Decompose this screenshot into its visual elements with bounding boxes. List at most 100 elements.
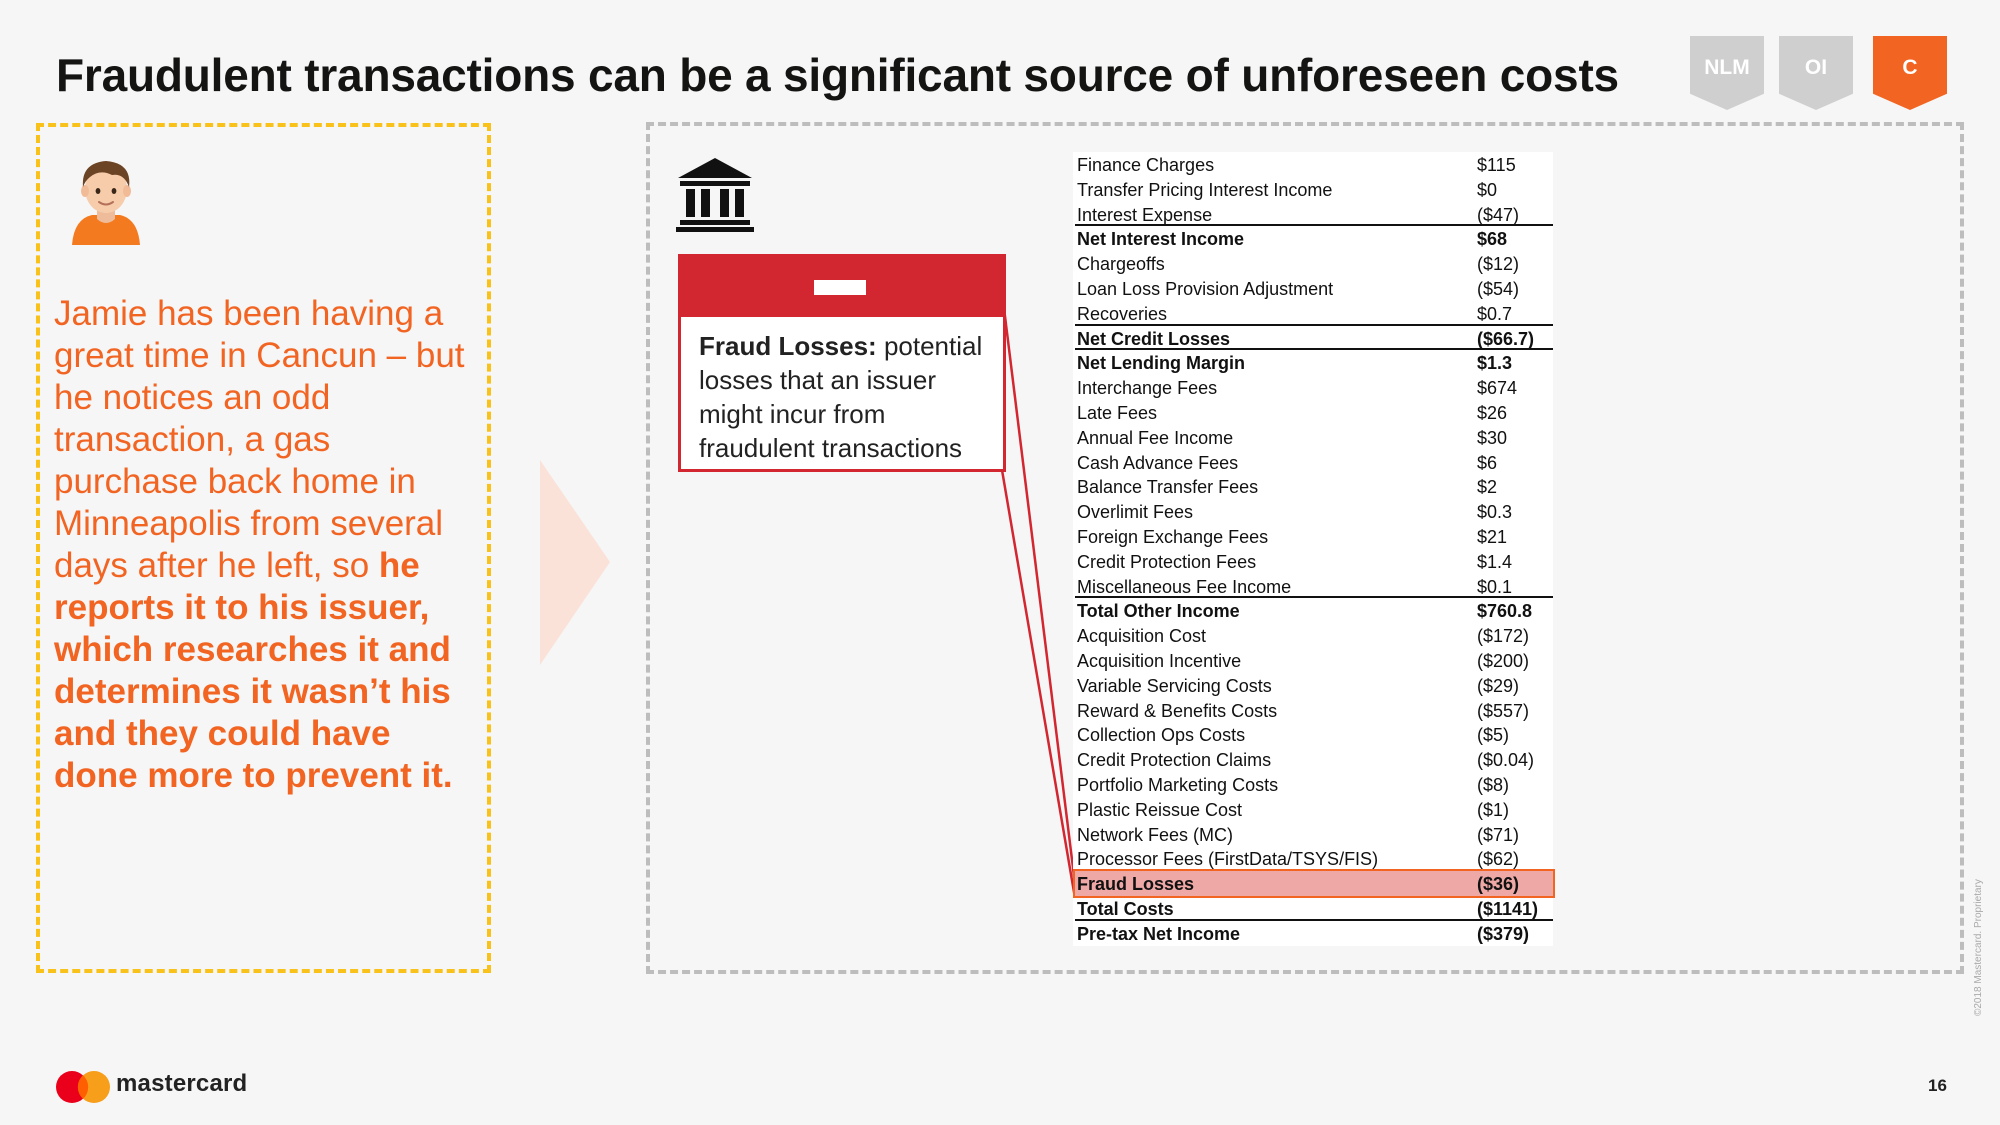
statement-row-value: ($5)	[1477, 725, 1510, 746]
statement-row-value: $6	[1477, 452, 1498, 473]
statement-row-label: Balance Transfer Fees	[1077, 477, 1259, 498]
statement-row-label: Interest Expense	[1077, 204, 1213, 225]
bank-icon	[676, 158, 754, 232]
story-text-bold: he reports it to his issuer, which resea…	[54, 546, 453, 795]
badge-oi[interactable]: OI	[1779, 36, 1853, 110]
statement-row-label: Total Costs	[1077, 899, 1174, 919]
statement-row-label: Plastic Reissue Cost	[1077, 799, 1243, 820]
statement-row-label: Late Fees	[1077, 403, 1158, 423]
statement-row-value: $0.7	[1477, 303, 1513, 324]
statement-row-value: ($36)	[1477, 874, 1520, 895]
statement-row-value: ($29)	[1477, 675, 1520, 696]
statement-row-value: ($54)	[1477, 279, 1520, 299]
statement-row-value: $2	[1477, 477, 1498, 498]
statement-row-label: Miscellaneous Fee Income	[1077, 576, 1292, 597]
statement-row: Credit Protection Fees $1.4	[1075, 549, 1553, 574]
statement-row-value: ($12)	[1477, 254, 1520, 275]
statement-row: Annual Fee Income $30	[1075, 425, 1553, 450]
statement-row-label: Interchange Fees	[1077, 378, 1218, 399]
statement-row-value: ($8)	[1477, 775, 1510, 795]
statement-row-label: Annual Fee Income	[1077, 427, 1234, 448]
statement-row-label: Chargeoffs	[1077, 254, 1165, 275]
statement-row: Acquisition Incentive ($200)	[1075, 648, 1553, 673]
statement-row-value: $68	[1477, 229, 1508, 250]
statement-row: Finance Charges $115	[1075, 152, 1553, 177]
statement-row-value: $760.8	[1477, 601, 1533, 622]
statement-row-label: Fraud Losses	[1077, 874, 1195, 895]
badge-c-label: C	[1902, 56, 1918, 79]
statement-row-value: ($557)	[1477, 700, 1530, 721]
statement-row-total: Total Costs ($1141)	[1075, 896, 1553, 921]
badge-oi-label: OI	[1804, 56, 1828, 79]
statement-row-value: $115	[1477, 155, 1516, 175]
statement-row: Late Fees $26	[1075, 400, 1553, 425]
statement-row-subtotal: Net Interest Income $68	[1075, 226, 1553, 251]
statement-row-value: ($172)	[1477, 626, 1530, 647]
statement-row: Foreign Exchange Fees $21	[1075, 524, 1553, 549]
statement-row-label: Net Interest Income	[1077, 229, 1245, 250]
copyright-notice: ©2018 Mastercard. Proprietary	[1973, 879, 1984, 1016]
statement-row-subtotal: Total Other Income $760.8	[1075, 598, 1553, 623]
statement-row: Transfer Pricing Interest Income $0	[1075, 177, 1553, 202]
statement-row: Loan Loss Provision Adjustment ($54)	[1075, 276, 1553, 301]
statement-row-highlighted: Fraud Losses ($36)	[1073, 869, 1555, 898]
statement-row-label: Acquisition Incentive	[1077, 651, 1242, 671]
page-number: 16	[1928, 1076, 1947, 1095]
statement-row-value: ($379)	[1477, 923, 1530, 944]
statement-row-label: Overlimit Fees	[1077, 502, 1194, 523]
statement-row-label: Loan Loss Provision Adjustment	[1077, 279, 1334, 299]
statement-row: Plastic Reissue Cost ($1)	[1075, 797, 1553, 822]
statement-row: Interest Expense ($47)	[1075, 202, 1553, 227]
statement-row: Recoveries $0.7	[1075, 301, 1553, 326]
statement-row: Chargeoffs ($12)	[1075, 251, 1553, 276]
statement-row: Miscellaneous Fee Income $0.1	[1075, 574, 1553, 599]
statement-row: Collection Ops Costs ($5)	[1075, 722, 1553, 747]
statement-row-value: $0.3	[1477, 502, 1513, 523]
statement-row-label: Finance Charges	[1077, 155, 1215, 175]
statement-row: Overlimit Fees $0.3	[1075, 499, 1553, 524]
statement-row-label: Cash Advance Fees	[1077, 452, 1239, 473]
statement-row-label: Portfolio Marketing Costs	[1077, 775, 1279, 795]
statement-row-value: ($47)	[1477, 204, 1520, 225]
statement-row-value: ($0.04)	[1477, 750, 1535, 771]
story-panel: Jamie has been having a great time in Ca…	[36, 123, 491, 973]
statement-row-value: ($66.7)	[1477, 328, 1535, 349]
statement-row-value: $30	[1477, 427, 1508, 448]
statement-row: Interchange Fees $674	[1075, 375, 1553, 400]
statement-row-value: ($62)	[1477, 849, 1520, 870]
statement-row-label: Processor Fees (FirstData/TSYS/FIS)	[1077, 849, 1379, 870]
statement-row-value: $1.3	[1477, 353, 1513, 374]
brand-wordmark: mastercard	[116, 1070, 248, 1097]
pnl-statement-table: Finance Charges $115 Transfer Pricing Int…	[1073, 152, 1555, 946]
statement-row-value: $21	[1477, 527, 1508, 547]
badge-nlm[interactable]: NLM	[1690, 36, 1764, 110]
story-text: Jamie has been having a great time in Ca…	[54, 293, 474, 797]
statement-row: Credit Protection Claims ($0.04)	[1075, 747, 1553, 772]
statement-row-label: Foreign Exchange Fees	[1077, 527, 1269, 547]
statement-row-value: ($1)	[1477, 799, 1510, 820]
slide-title: Fraudulent transactions can be a signifi…	[56, 49, 1619, 101]
person-avatar-icon	[72, 161, 140, 245]
statement-row-label: Net Lending Margin	[1077, 353, 1245, 374]
statement-row-label: Variable Servicing Costs	[1077, 675, 1272, 696]
statement-row-subtotal: Net Credit Losses ($66.7)	[1075, 326, 1553, 351]
statement-row-label: Total Other Income	[1077, 601, 1240, 622]
definition-term: Fraud Losses:	[699, 331, 877, 361]
definition-text: potential losses that an issuer might in…	[699, 331, 983, 463]
statement-row: Balance Transfer Fees $2	[1075, 474, 1553, 499]
statement-row: Reward & Benefits Costs ($557)	[1075, 698, 1553, 723]
statement-row-label: Pre-tax Net Income	[1077, 923, 1241, 944]
badge-c[interactable]: C	[1873, 36, 1947, 110]
statement-row-value: $0	[1477, 179, 1498, 200]
statement-row-label: Reward & Benefits Costs	[1077, 700, 1278, 721]
statement-row-value: ($200)	[1477, 651, 1530, 671]
statement-row-value: ($1141)	[1477, 899, 1539, 919]
minus-icon	[814, 280, 866, 295]
pnl-panel: Fraud Losses: potential losses that an i…	[646, 122, 1964, 974]
statement-row: Cash Advance Fees $6	[1075, 450, 1553, 475]
mastercard-logo-icon	[56, 1071, 110, 1103]
statement-row: Variable Servicing Costs ($29)	[1075, 673, 1553, 698]
statement-row: Processor Fees (FirstData/TSYS/FIS) ($62)	[1075, 846, 1553, 871]
statement-row-label: Network Fees (MC)	[1077, 824, 1234, 845]
statement-row-value: $26	[1477, 403, 1508, 423]
